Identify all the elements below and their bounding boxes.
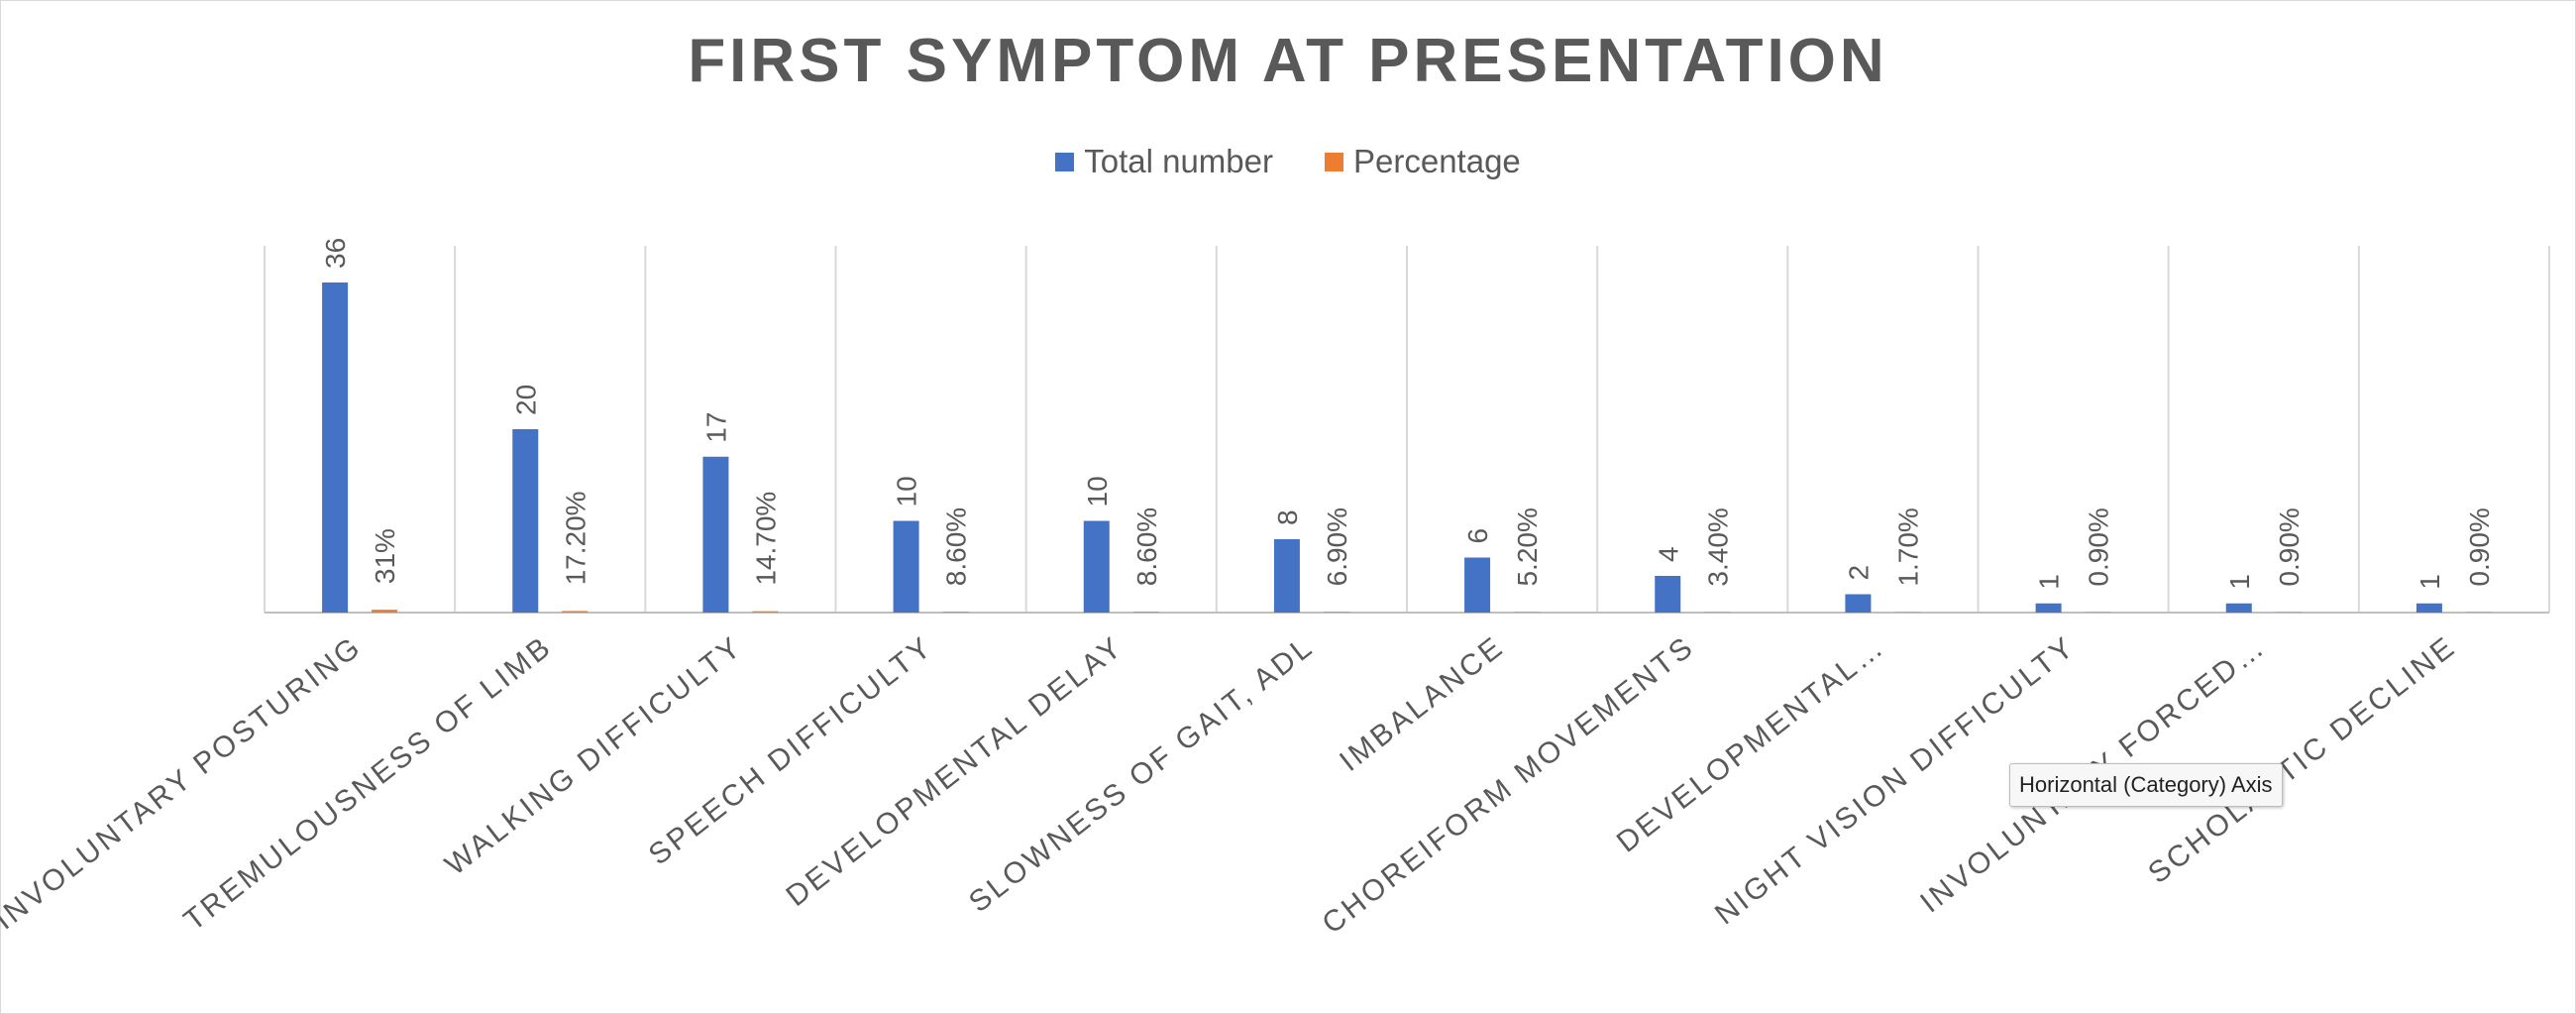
bar-percentage <box>942 612 969 613</box>
legend-item-total: Total number <box>1055 143 1273 180</box>
bar-total-number <box>2035 603 2062 613</box>
bar-percentage <box>1323 612 1349 613</box>
bar-total-number <box>1464 557 1491 613</box>
bar-total-number <box>1083 520 1110 613</box>
data-label-percentage: 3.40% <box>1702 507 1733 586</box>
data-label-percentage: 8.60% <box>1131 507 1162 586</box>
bar-total-number <box>702 456 729 613</box>
data-label-percentage: 0.90% <box>2274 507 2305 586</box>
category-label: WALKING DIFFICULTY <box>439 630 748 882</box>
category-label: INVOLUNTARY POSTURING <box>0 630 368 937</box>
data-label-total-number: 1 <box>2034 574 2065 590</box>
bar-total-number <box>2225 603 2252 613</box>
legend-label-percentage: Percentage <box>1352 143 1521 179</box>
bar-total-number <box>1845 594 1872 613</box>
axis-tooltip: Horizontal (Category) Axis <box>2009 763 2283 807</box>
bar-total-number <box>893 520 919 613</box>
data-label-total-number: 2 <box>1843 565 1874 581</box>
data-label-percentage: 5.20% <box>1512 507 1543 586</box>
data-label-total-number: 4 <box>1653 546 1683 562</box>
chart-title: FIRST SYMPTOM AT PRESENTATION <box>688 27 1888 95</box>
data-label-total-number: 10 <box>1082 476 1113 507</box>
category-label: SLOWNESS OF GAIT, ADL <box>963 630 1320 920</box>
data-label-total-number: 6 <box>1462 528 1493 544</box>
data-label-total-number: 10 <box>892 476 922 507</box>
data-label-total-number: 1 <box>2224 574 2255 590</box>
legend-item-percentage: Percentage <box>1324 143 1521 180</box>
data-label-total-number: 20 <box>510 385 541 415</box>
bar-percentage <box>562 611 589 613</box>
bar-percentage <box>372 610 398 613</box>
legend-label-total: Total number <box>1084 143 1273 179</box>
data-label-percentage: 0.90% <box>2464 507 2495 586</box>
legend-swatch-percentage <box>1324 152 1343 171</box>
category-label: DEVELOPMENTAL DELAY <box>781 630 1130 914</box>
bar-total-number <box>2415 603 2442 613</box>
data-label-percentage: 31% <box>370 528 400 584</box>
data-label-total-number: 36 <box>320 238 351 269</box>
category-label: SCHOLASTIC DECLINE <box>2142 630 2462 890</box>
bar-total-number <box>512 429 539 613</box>
bar-percentage <box>1132 612 1159 613</box>
bar-total-number <box>1655 576 1681 613</box>
data-label-percentage: 1.70% <box>1892 507 1923 586</box>
data-label-percentage: 8.60% <box>941 507 972 586</box>
data-label-percentage: 6.90% <box>1322 507 1352 586</box>
bar-total-number <box>1273 539 1300 613</box>
category-label: IMBALANCE <box>1334 630 1510 778</box>
data-label-total-number: 17 <box>700 412 731 443</box>
data-label-percentage: 17.20% <box>560 491 590 585</box>
bar-percentage <box>752 611 779 613</box>
category-label: TREMULOUSNESS OF LIMB <box>178 630 559 938</box>
bar-total-number <box>322 282 349 613</box>
data-label-total-number: 1 <box>2415 574 2445 590</box>
data-label-percentage: 0.90% <box>2084 507 2114 586</box>
data-label-percentage: 14.70% <box>750 492 781 586</box>
data-label-total-number: 8 <box>1272 509 1303 525</box>
legend: Total number Percentage <box>0 143 2576 180</box>
category-label: CHOREIFORM MOVEMENTS <box>1317 630 1701 941</box>
legend-swatch-total <box>1055 152 1075 171</box>
